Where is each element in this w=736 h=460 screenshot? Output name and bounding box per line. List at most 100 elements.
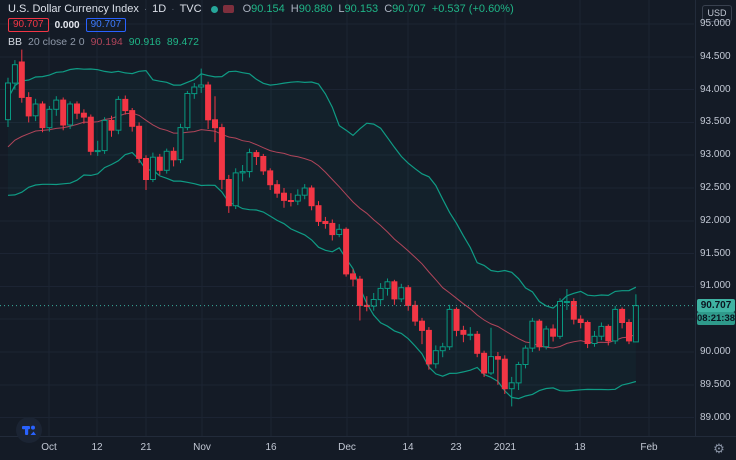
- time-tick-label: Nov: [193, 442, 211, 453]
- candle: [184, 90, 191, 131]
- candle: [239, 165, 246, 182]
- candle: [425, 327, 432, 370]
- spread-value: 0.000: [54, 19, 80, 31]
- candle: [287, 193, 294, 207]
- candle: [281, 188, 287, 208]
- interval-label[interactable]: 1D: [152, 3, 167, 15]
- candle: [60, 97, 67, 131]
- bb-lower-value: 89.472: [166, 36, 200, 48]
- candle: [177, 123, 184, 164]
- time-tick-label: Dec: [338, 442, 356, 453]
- candle: [412, 300, 419, 326]
- candle: [246, 148, 253, 178]
- candle: [129, 108, 136, 132]
- price-tick-label: 89.000: [700, 411, 731, 423]
- time-axis[interactable]: Oct 12 21 Nov 16 Dec 14 23 2021 18 Feb: [0, 437, 736, 460]
- candle: [170, 147, 177, 167]
- time-tick-label: Feb: [640, 442, 658, 453]
- candle: [149, 152, 156, 183]
- currency-toggle-button[interactable]: USD: [702, 5, 732, 22]
- candle: [301, 184, 308, 200]
- candle: [377, 283, 384, 305]
- bar-countdown-label: 08:21:38: [697, 312, 736, 326]
- ohlc-values: O90.154 H90.880 L90.153 C90.707 +0.537 (…: [243, 3, 514, 15]
- time-tick-label: 12: [91, 442, 103, 453]
- candle: [39, 101, 46, 133]
- candle: [584, 320, 591, 349]
- candle: [267, 168, 274, 190]
- candle: [626, 319, 632, 345]
- candle: [115, 96, 122, 135]
- candle: [198, 68, 205, 93]
- open-value: 90.154: [251, 3, 285, 15]
- candle: [225, 174, 232, 213]
- candle: [18, 49, 25, 103]
- candle: [550, 324, 557, 342]
- price-tick-label: 94.500: [700, 50, 731, 62]
- bollinger-bands: [7, 67, 637, 400]
- candle: [294, 189, 301, 206]
- candle: [191, 83, 198, 99]
- indicator-params: 20 close 2 0: [28, 36, 85, 48]
- candle: [101, 117, 108, 154]
- candle: [163, 148, 170, 174]
- candle: [336, 224, 343, 238]
- price-tick-label: 92.500: [700, 182, 731, 193]
- symbol-title[interactable]: U.S. Dollar Currency Index: [8, 3, 139, 15]
- candle: [577, 315, 584, 329]
- time-tick-label: 2021: [493, 442, 517, 453]
- candle: [87, 114, 94, 156]
- candle: [398, 283, 405, 303]
- candle: [253, 150, 260, 165]
- indicator-name[interactable]: BB: [8, 36, 23, 48]
- candle: [46, 106, 53, 132]
- candle: [605, 324, 612, 346]
- gear-icon[interactable]: ⚙: [713, 441, 725, 456]
- time-tick-label: 18: [574, 442, 586, 453]
- price-tick-label: 90.000: [700, 346, 731, 357]
- candle: [108, 115, 115, 137]
- indicator-legend-row[interactable]: BB 20 close 2 0 90.194 90.916 89.472: [8, 36, 514, 48]
- candle: [156, 153, 163, 175]
- candle: [529, 317, 536, 352]
- candle: [391, 279, 398, 305]
- symbol-legend-row: U.S. Dollar Currency Index · 1D · TVC O9…: [8, 3, 514, 15]
- candle: [508, 376, 515, 407]
- candle: [612, 306, 619, 345]
- candle: [343, 227, 350, 277]
- candle: [439, 342, 446, 358]
- candle: [136, 122, 143, 164]
- candle: [515, 361, 522, 390]
- current-price-label: 90.707: [697, 299, 735, 313]
- candle: [474, 331, 481, 358]
- candle: [67, 101, 74, 129]
- candle: [212, 96, 218, 143]
- price-tick-label: 89.500: [700, 378, 731, 390]
- price-axis[interactable]: 95.000 94.500 94.000 93.500 93.000 92.500 92.0…: [696, 0, 736, 436]
- candle: [143, 155, 149, 190]
- tradingview-logo-icon: [22, 425, 36, 435]
- close-value: 90.707: [392, 3, 426, 15]
- candle: [25, 92, 32, 123]
- low-value: 90.153: [344, 3, 379, 15]
- candle: [384, 278, 391, 296]
- candle: [432, 345, 439, 369]
- candle: [563, 289, 570, 310]
- candle: [94, 140, 101, 156]
- candle: [598, 322, 605, 341]
- candle: [329, 219, 336, 241]
- chart-legend: U.S. Dollar Currency Index · 1D · TVC O9…: [8, 3, 514, 48]
- low-label: L: [338, 3, 345, 15]
- candle: [536, 319, 543, 351]
- price-axis-separator: [695, 0, 696, 437]
- bid-price-badge: 90.707: [8, 18, 49, 32]
- market-status-icon: [210, 5, 218, 13]
- candle: [260, 153, 267, 175]
- candle: [619, 307, 626, 329]
- change-value: +0.537 (+0.60%): [431, 3, 514, 15]
- candle: [356, 275, 363, 321]
- tradingview-logo[interactable]: [16, 417, 42, 443]
- candle: [488, 327, 494, 375]
